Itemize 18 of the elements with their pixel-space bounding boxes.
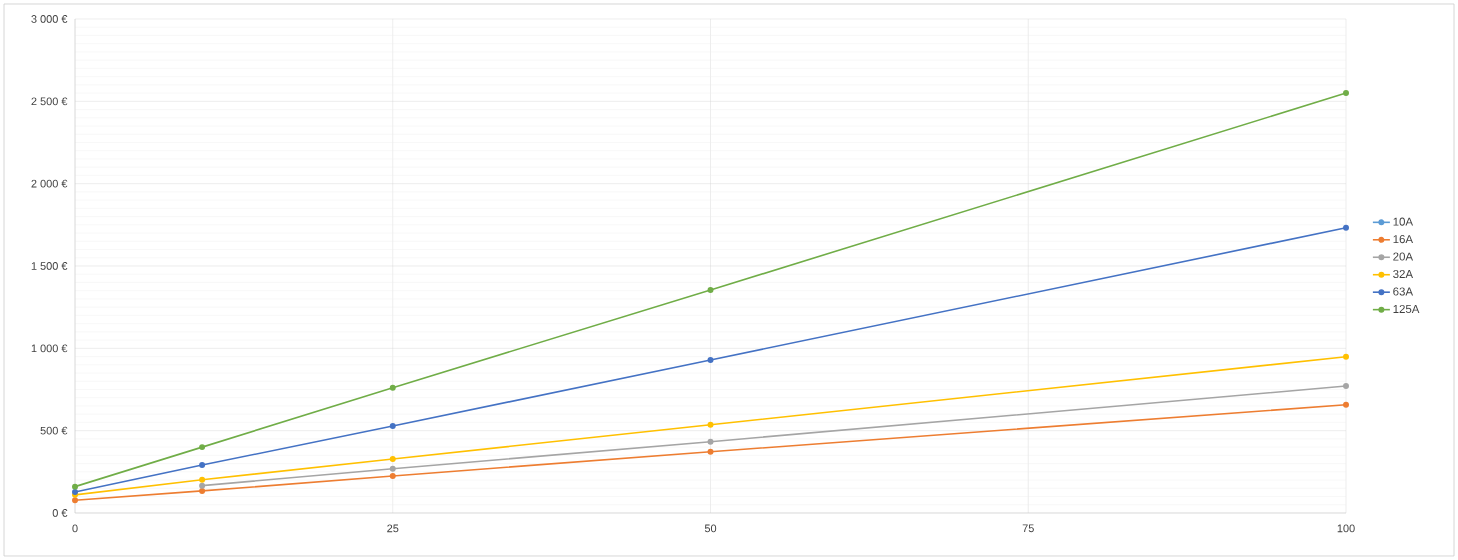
y-tick-label: 2 000 € bbox=[31, 179, 68, 188]
y-tick-label: 3 000 € bbox=[31, 15, 68, 23]
legend-label: 10A bbox=[1393, 217, 1414, 226]
legend-label: 125A bbox=[1393, 304, 1420, 314]
legend-label: 20A bbox=[1393, 252, 1414, 261]
legend-label: 16A bbox=[1393, 235, 1414, 244]
y-tick-label: 500 € bbox=[40, 426, 68, 435]
y-tick-label: 1 500 € bbox=[31, 262, 68, 270]
legend-label: 63A bbox=[1393, 287, 1414, 296]
x-tick-label: 75 bbox=[1022, 524, 1034, 533]
legend-label: 32A bbox=[1393, 269, 1414, 279]
x-tick-label: 50 bbox=[704, 524, 717, 533]
x-tick-label: 100 bbox=[1337, 524, 1355, 533]
x-tick-label: 25 bbox=[387, 524, 399, 533]
x-tick-label: 0 bbox=[72, 524, 78, 533]
y-tick-label: 2 500 € bbox=[31, 97, 68, 106]
y-tick-label: 1 000 € bbox=[31, 344, 68, 353]
y-tick-label: 0 € bbox=[52, 509, 68, 517]
